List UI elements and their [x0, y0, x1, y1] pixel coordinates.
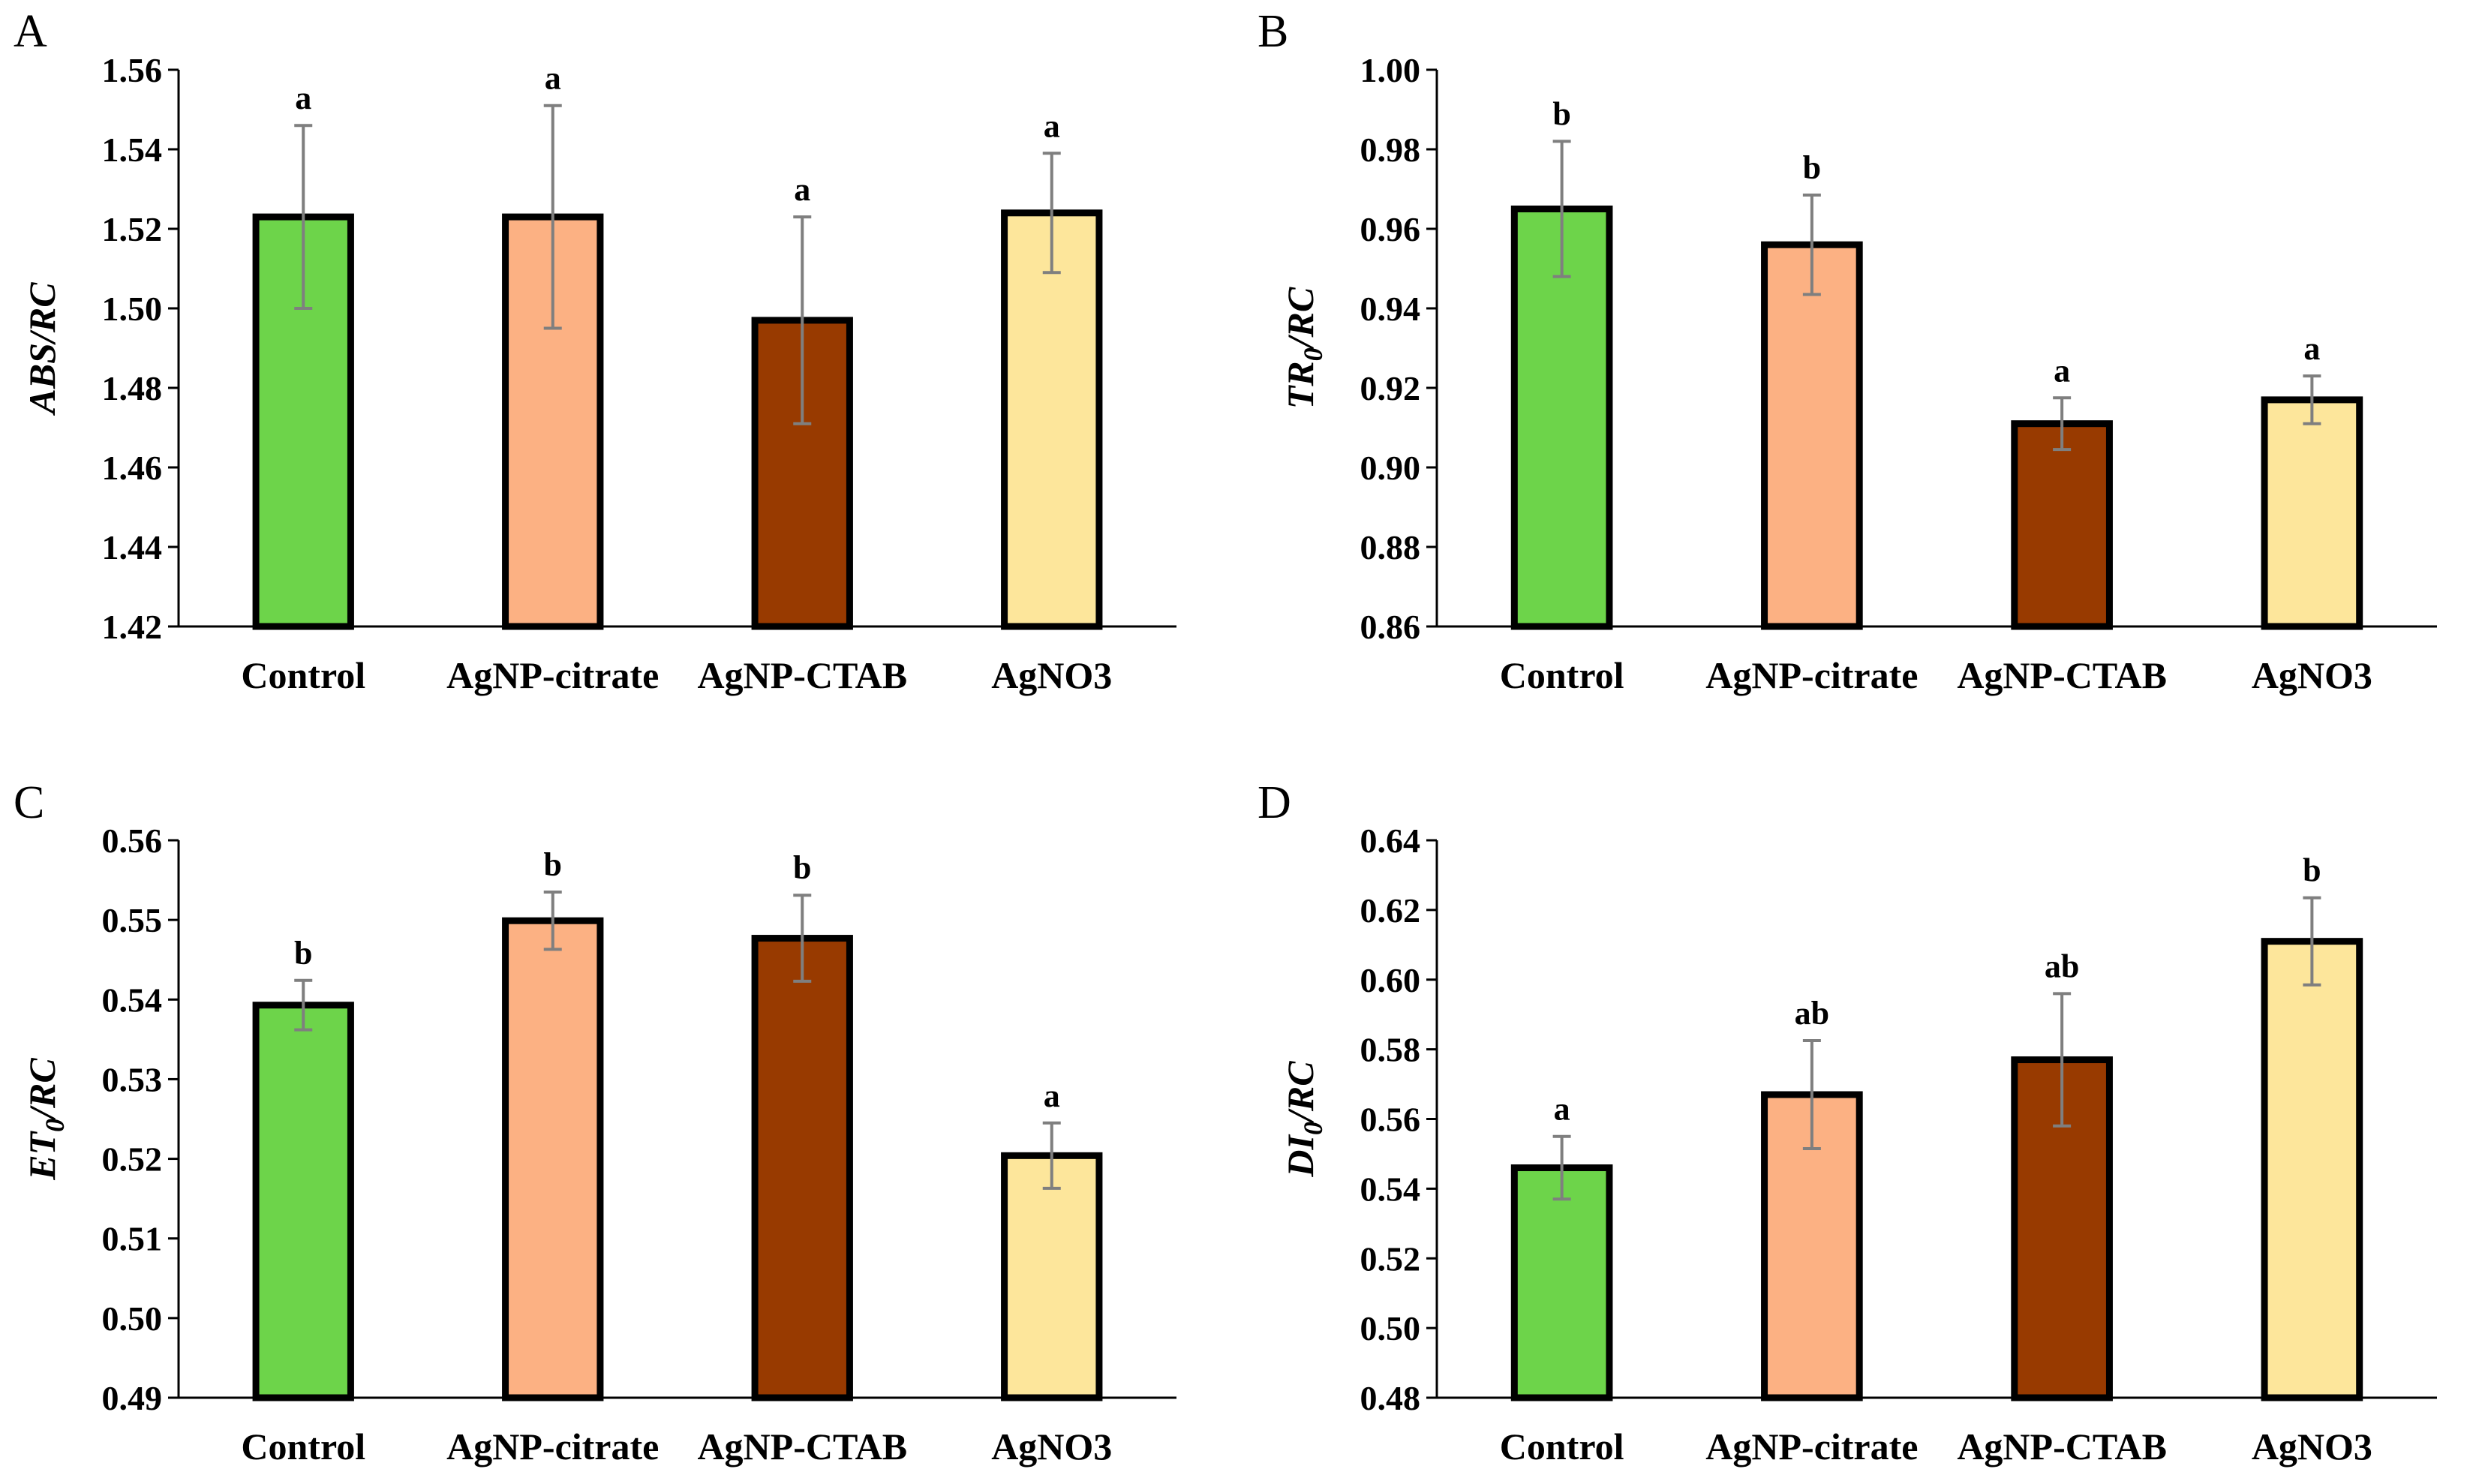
y-tick-label: 1.44: [102, 528, 163, 566]
y-tick-label: 0.48: [1360, 1379, 1421, 1417]
panel-letter: C: [14, 777, 44, 828]
y-tick-label: 0.60: [1360, 961, 1421, 999]
y-tick-label: 1.48: [102, 369, 163, 407]
x-category-label: AgNO3: [991, 654, 1112, 696]
significance-label: a: [2054, 352, 2070, 389]
y-tick-label: 0.49: [102, 1379, 163, 1417]
y-tick-label: 0.52: [102, 1140, 163, 1179]
x-category-label: Control: [1500, 1425, 1624, 1467]
y-axis-label-main: TR: [1279, 361, 1321, 409]
x-category-label: AgNP-citrate: [1705, 654, 1918, 696]
y-tick-label: 0.50: [1360, 1309, 1421, 1347]
y-tick-label: 0.52: [1360, 1239, 1421, 1278]
x-category-label: AgNP-citrate: [1705, 1425, 1918, 1467]
y-tick-label: 0.51: [102, 1220, 163, 1258]
x-category-label: Control: [241, 1425, 365, 1467]
significance-label: b: [2303, 852, 2321, 889]
y-tick-label: 1.00: [1360, 51, 1421, 89]
panel-d: D DI0/RC 0.48 0.50 0.52 0.54 0.56 0.58 0.60 0.62…: [1258, 777, 2437, 1467]
y-tick-label: 0.64: [1360, 822, 1421, 860]
x-category-label: AgNP-CTAB: [1957, 654, 2167, 696]
y-tick-label: 1.42: [102, 608, 163, 646]
bar: [2011, 420, 2113, 630]
y-tick-label: 0.98: [1360, 131, 1421, 169]
y-tick-label: 0.88: [1360, 528, 1421, 566]
y-tick-label: 0.54: [1360, 1170, 1421, 1208]
y-tick-label: 0.96: [1360, 210, 1421, 248]
significance-label: ab: [2045, 948, 2079, 984]
significance-label: a: [2303, 330, 2320, 367]
y-axis-label: ABS/RC: [21, 282, 63, 416]
significance-label: ab: [1795, 995, 1829, 1032]
y-tick-label: 0.62: [1360, 891, 1421, 930]
bar: [2261, 938, 2363, 1401]
significance-label: b: [1552, 95, 1570, 132]
panel-letter: A: [14, 6, 47, 57]
y-tick-label: 0.54: [102, 981, 163, 1019]
y-axis-label-tail: /RC: [21, 1058, 63, 1122]
y-tick-label: 0.56: [1360, 1101, 1421, 1139]
significance-label: a: [545, 60, 561, 97]
significance-label: a: [1044, 1077, 1060, 1114]
y-axis-label: DI0/RC: [1279, 1061, 1328, 1178]
y-axis-label-tail: /RC: [1279, 1061, 1321, 1125]
y-tick-label: 1.56: [102, 51, 163, 89]
y-tick-label: 1.54: [102, 131, 163, 169]
bar: [502, 917, 604, 1401]
x-category-label: AgNP-citrate: [446, 1425, 659, 1467]
bar: [1001, 1152, 1103, 1401]
y-tick-label: 0.53: [102, 1060, 163, 1098]
significance-label: a: [295, 80, 311, 116]
y-axis-label-subscript: 0: [1298, 1122, 1328, 1135]
bar: [751, 317, 853, 630]
bar: [751, 935, 853, 1401]
y-tick-label: 0.55: [102, 901, 163, 939]
x-category-label: Control: [241, 654, 365, 696]
x-category-label: AgNP-CTAB: [697, 1425, 907, 1467]
bar: [252, 1002, 354, 1401]
panel-letter: B: [1258, 6, 1288, 57]
y-tick-label: 0.50: [102, 1299, 163, 1338]
y-axis-label: TR0/RC: [1279, 287, 1328, 409]
significance-label: b: [1803, 149, 1821, 186]
y-axis-label-subscript: 0: [40, 1119, 70, 1132]
panel-letter: D: [1258, 777, 1291, 828]
significance-label: a: [794, 171, 810, 208]
x-category-label: AgNP-CTAB: [1957, 1425, 2167, 1467]
y-axis-label-subscript: 0: [1298, 347, 1328, 361]
y-axis-label-tail: /RC: [1279, 287, 1321, 350]
x-category-label: AgNP-citrate: [446, 654, 659, 696]
x-category-label: AgNO3: [2252, 1425, 2372, 1467]
y-tick-label: 0.90: [1360, 449, 1421, 487]
y-tick-label: 0.92: [1360, 369, 1421, 407]
x-category-label: AgNO3: [991, 1425, 1112, 1467]
panel-c: C ET0/RC 0.49 0.50 0.51 0.52 0.53 0.54 0.55 0.56…: [14, 777, 1176, 1467]
panel-b: B TR0/RC 0.86 0.88 0.90 0.92 0.94 0.96 0.98 1.00…: [1258, 6, 2437, 696]
y-tick-label: 1.50: [102, 290, 163, 328]
bar: [1761, 241, 1863, 630]
significance-label: a: [1044, 107, 1060, 144]
significance-label: b: [294, 935, 312, 972]
bar: [2261, 396, 2363, 630]
y-tick-label: 0.58: [1360, 1031, 1421, 1069]
bar: [1510, 1164, 1613, 1401]
y-tick-label: 0.56: [102, 822, 163, 860]
x-category-label: AgNO3: [2252, 654, 2372, 696]
y-tick-label: 0.86: [1360, 608, 1421, 646]
x-category-label: Control: [1500, 654, 1624, 696]
bar: [1001, 209, 1103, 630]
panel-a: A ABS/RC 1.42 1.44 1.46 1.48 1.50 1.52 1.54 1.56…: [14, 6, 1176, 696]
y-tick-label: 1.46: [102, 449, 163, 487]
significance-label: b: [793, 849, 811, 886]
y-tick-label: 0.94: [1360, 290, 1421, 328]
y-axis-label-main: ET: [21, 1130, 63, 1180]
significance-label: a: [1554, 1091, 1570, 1128]
significance-label: b: [544, 846, 562, 883]
y-axis-label-main: ABS/RC: [21, 282, 63, 416]
y-axis-label: ET0/RC: [21, 1058, 70, 1181]
y-tick-label: 1.52: [102, 210, 163, 248]
x-category-label: AgNP-CTAB: [697, 654, 907, 696]
y-axis-label-main: DI: [1279, 1134, 1321, 1177]
